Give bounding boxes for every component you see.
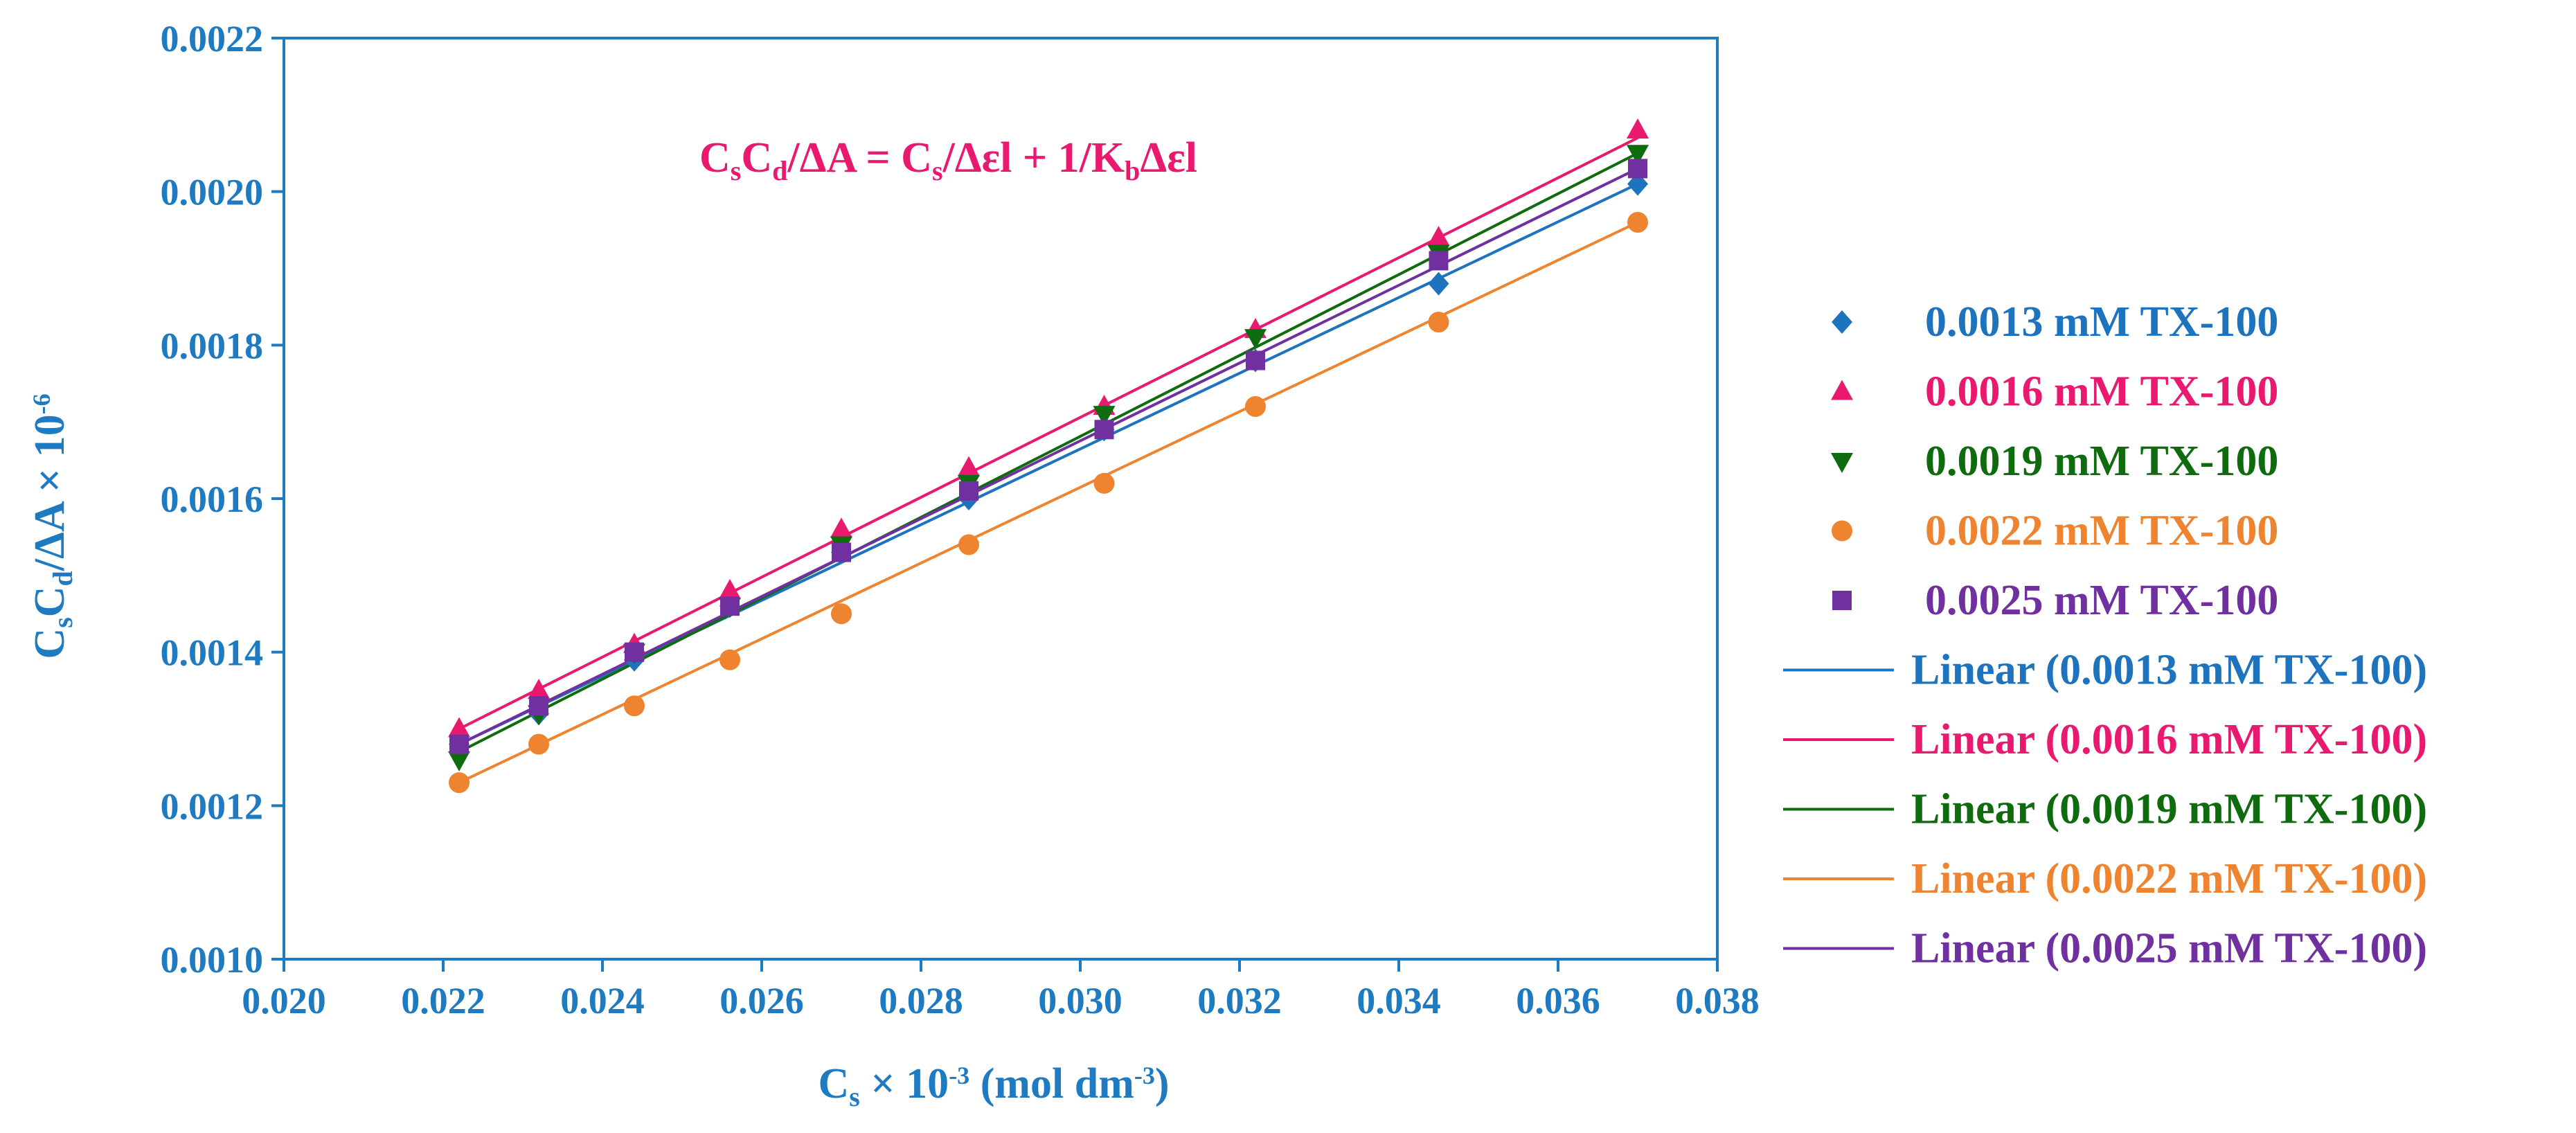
equation-part: C (741, 134, 772, 181)
data-point-series-2 (1427, 226, 1450, 247)
x-axis-title-part: ) (1155, 1060, 1170, 1107)
legend-marker-series-1 (1832, 310, 1852, 334)
data-point-series-4 (831, 603, 852, 625)
plot-layer (448, 118, 1649, 794)
legend-label-series-4: 0.0022 mM TX-100 (1925, 508, 2278, 555)
x-tick-label: 0.036 (1516, 980, 1600, 1022)
y-axis-title-part: C (26, 628, 73, 659)
data-point-series-4 (958, 534, 979, 555)
x-tick-label: 0.024 (560, 980, 645, 1022)
data-point-series-4 (449, 772, 469, 794)
data-point-series-2 (1627, 118, 1649, 139)
data-point-series-5 (1628, 159, 1647, 179)
legend-layer: 0.0013 mM TX-100 0.0016 mM TX-100 0.0019 m… (1783, 298, 2427, 972)
y-tick-label: 0.0012 (161, 785, 264, 827)
data-point-series-5 (1429, 251, 1449, 271)
equation-part: d (772, 155, 787, 186)
y-tick-label: 0.0018 (161, 325, 264, 366)
legend-label-series-5: 0.0025 mM TX-100 (1925, 577, 2278, 624)
data-point-series-5 (529, 696, 548, 716)
legend-trend-label-series-3: Linear (0.0019 mM TX-100) (1911, 786, 2427, 833)
x-tick-label: 0.038 (1675, 980, 1760, 1022)
y-axis-title-part: /ΔA × 10 (26, 414, 73, 571)
y-tick-label: 0.0010 (161, 939, 264, 981)
y-tick-label: 0.0022 (161, 18, 264, 60)
legend-trend-label-series-1: Linear (0.0013 mM TX-100) (1911, 647, 2427, 694)
x-axis-title-part: × 10 (860, 1060, 949, 1107)
equation-part: /ΔA = C (787, 134, 932, 181)
data-point-series-3 (448, 751, 470, 771)
equation-annotation: CsCd/ΔA = Cs/Δεl + 1/KbΔεl (699, 134, 1197, 186)
data-point-series-4 (1245, 396, 1266, 417)
data-point-series-2 (719, 579, 741, 599)
y-axis-title: CsCd/ΔA × 10-6 (26, 393, 78, 659)
data-point-series-5 (1246, 350, 1265, 371)
equation-part: C (699, 134, 731, 181)
data-point-series-4 (528, 733, 549, 755)
data-point-series-4 (1093, 472, 1115, 494)
x-tick-label: 0.032 (1197, 980, 1282, 1022)
y-axis-title-part: -6 (28, 393, 55, 414)
x-tick-label: 0.028 (879, 980, 963, 1022)
x-tick-label: 0.034 (1357, 980, 1441, 1022)
x-tick-label: 0.030 (1038, 980, 1122, 1022)
data-point-series-2 (830, 517, 852, 538)
data-point-series-5 (1094, 420, 1114, 440)
data-point-series-3 (1244, 329, 1267, 350)
x-axis-title: Cs × 10-3 (mol dm-3) (818, 1060, 1169, 1112)
equation-part: /Δεl + 1/K (942, 134, 1125, 181)
data-point-series-2 (528, 679, 550, 699)
x-axis-title-part: (mol dm (969, 1060, 1134, 1107)
x-tick-label: 0.026 (719, 980, 804, 1022)
legend-trend-label-series-4: Linear (0.0022 mM TX-100) (1911, 855, 2427, 902)
x-axis-title-part: s (849, 1081, 860, 1112)
y-tick-label: 0.0016 (161, 479, 264, 520)
data-point-series-5 (832, 542, 851, 562)
data-point-series-5 (959, 481, 978, 501)
data-point-series-2 (958, 456, 980, 476)
legend-marker-series-4 (1832, 520, 1852, 542)
data-point-series-2 (448, 717, 470, 738)
y-axis-title-part: d (47, 571, 78, 586)
equation-part: s (932, 155, 943, 186)
x-axis-title-part: -3 (949, 1062, 969, 1089)
x-tick-label: 0.020 (242, 980, 326, 1022)
x-axis-title-part: C (818, 1060, 849, 1107)
y-tick-label: 0.0014 (161, 632, 264, 674)
legend-marker-series-5 (1832, 591, 1852, 610)
data-point-series-3 (1627, 145, 1649, 166)
axes-layer: 0.020 0.022 0.024 0.026 0.028 0.030 0.032 0.034… (26, 18, 1760, 1112)
legend-trend-label-series-5: Linear (0.0025 mM TX-100) (1911, 925, 2427, 972)
data-point-series-5 (449, 734, 469, 754)
y-axis-title-part: C (26, 586, 73, 617)
data-point-series-4 (719, 649, 740, 670)
legend-label-series-3: 0.0019 mM TX-100 (1925, 438, 2278, 485)
y-axis-title-part: s (47, 617, 78, 628)
equation-part: b (1125, 155, 1140, 186)
legend-marker-series-3 (1831, 453, 1853, 473)
x-tick-label: 0.022 (401, 980, 485, 1022)
equation-part: s (731, 155, 742, 186)
data-point-series-1 (1428, 271, 1449, 296)
legend-label-series-1: 0.0013 mM TX-100 (1925, 298, 2278, 346)
data-point-series-4 (1627, 212, 1648, 233)
data-point-series-4 (624, 695, 645, 717)
legend-marker-series-2 (1831, 380, 1853, 400)
x-axis-title-part: -3 (1134, 1062, 1155, 1089)
y-tick-label: 0.0020 (161, 172, 264, 213)
data-point-series-5 (625, 642, 644, 662)
data-point-series-4 (1428, 312, 1449, 333)
data-point-series-3 (1093, 406, 1116, 427)
data-point-series-5 (720, 596, 740, 616)
legend-trend-label-series-2: Linear (0.0016 mM TX-100) (1911, 716, 2427, 763)
equation-part: Δεl (1140, 134, 1197, 181)
legend-label-series-2: 0.0016 mM TX-100 (1925, 368, 2278, 416)
